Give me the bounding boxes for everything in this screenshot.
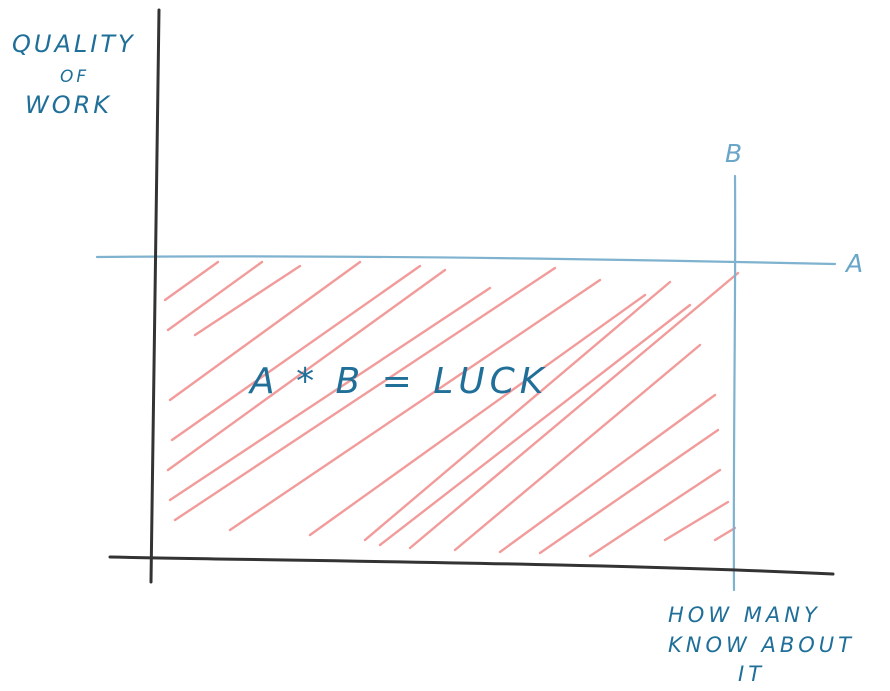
x-axis-label-line3: IT bbox=[738, 662, 765, 686]
y-axis-label-line2: OF bbox=[60, 67, 89, 87]
x-axis-label-line1: HOW MANY bbox=[668, 603, 821, 627]
y-axis-label-line3: WORK bbox=[25, 91, 112, 119]
luck-area-hatching bbox=[163, 260, 740, 558]
line-b bbox=[732, 174, 737, 592]
line-a bbox=[95, 255, 837, 266]
y-axis bbox=[149, 8, 161, 584]
line-b-label: B bbox=[725, 139, 745, 168]
line-a-label: A bbox=[844, 249, 866, 278]
x-axis-label-line2: KNOW ABOUT bbox=[668, 633, 855, 657]
y-axis-label-line1: QUALITY bbox=[12, 30, 136, 58]
formula-label: A * B = LUCK bbox=[248, 361, 548, 402]
x-axis bbox=[108, 555, 835, 576]
